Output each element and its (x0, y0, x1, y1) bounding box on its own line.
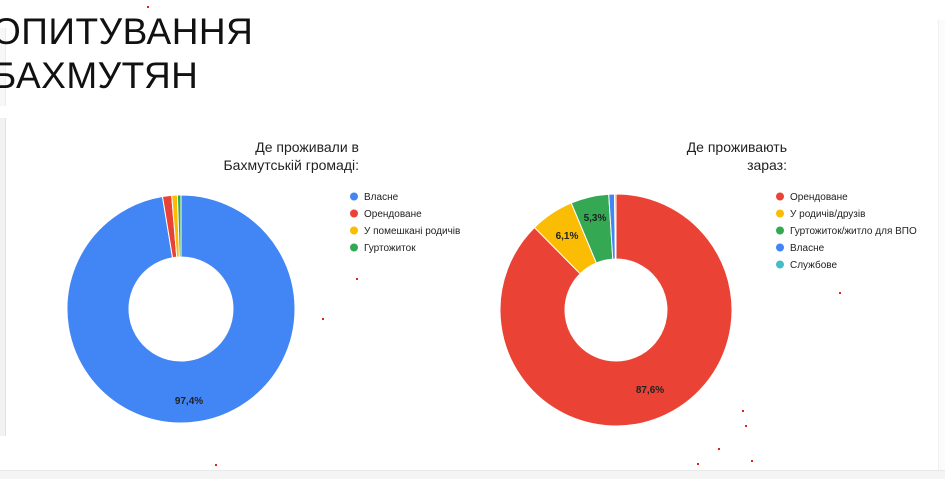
chart-2-data-label-1: 87,6% (636, 385, 664, 396)
chart-2-legend-marker-1 (776, 192, 784, 201)
chart-2-legend-marker-2 (776, 209, 784, 218)
chart-2-legend-label-1: Орендоване (790, 192, 848, 203)
chart-2-title: Де проживають зараз: (687, 139, 787, 173)
chart-1-slice-1[interactable] (66, 194, 296, 424)
chart-1-legend-marker-4 (350, 243, 358, 252)
chart-1-legend-label-3: У помешкані родичів (364, 226, 460, 237)
slide-title-line-2: БАХМУТЯН (0, 55, 199, 96)
speck (356, 278, 358, 280)
speck (751, 460, 753, 462)
chart-1-legend-marker-1 (350, 192, 358, 201)
left-panel-edge (0, 118, 6, 436)
chart-2-legend-label-2: У родичів/друзів (790, 209, 865, 220)
chart-2-legend-label-3: Гуртожиток/житло для ВПО (790, 226, 917, 237)
chart-1-legend-marker-3 (350, 226, 358, 235)
speck (839, 292, 841, 294)
chart-2-data-label-3: 5,3% (584, 213, 607, 224)
chart-2-legend-marker-5 (776, 260, 784, 269)
chart-2-legend-marker-4 (776, 243, 784, 252)
chart-2-legend-label-5: Службове (790, 259, 837, 271)
chart-1-legend-label-2: Орендоване (364, 209, 422, 220)
chart-2-legend-label-4: Власне (790, 243, 825, 254)
chart-1-slice-4[interactable] (176, 194, 182, 258)
speck (322, 318, 324, 320)
right-panel-edge (938, 20, 945, 478)
speck (697, 463, 699, 465)
chart-1-legend-marker-2 (350, 209, 358, 218)
slide-title-line-1: ОПИТУВАННЯ (0, 11, 254, 52)
slide-title: ОПИТУВАННЯ БАХМУТЯН (0, 10, 253, 98)
chart-1-data-label-1: 97,4% (175, 396, 203, 407)
chart-2-slice-1[interactable] (499, 193, 733, 427)
speck (215, 464, 217, 466)
speck (718, 448, 720, 450)
speck (745, 425, 747, 427)
chart-2-slice-5[interactable] (614, 193, 617, 260)
chart-2-legend-marker-3 (776, 226, 784, 235)
speck (147, 6, 149, 8)
chart-2-data-label-2: 6,1% (556, 231, 579, 242)
bottom-strip (0, 470, 945, 479)
chart-1-legend-label-4: Гуртожиток (364, 243, 416, 254)
speck (742, 410, 744, 412)
left-panel-edge-top (0, 28, 6, 106)
chart-1-legend-label-1: Власне (364, 192, 399, 203)
chart-1-title: Де проживали в Бахмутській громаді: (223, 139, 359, 173)
